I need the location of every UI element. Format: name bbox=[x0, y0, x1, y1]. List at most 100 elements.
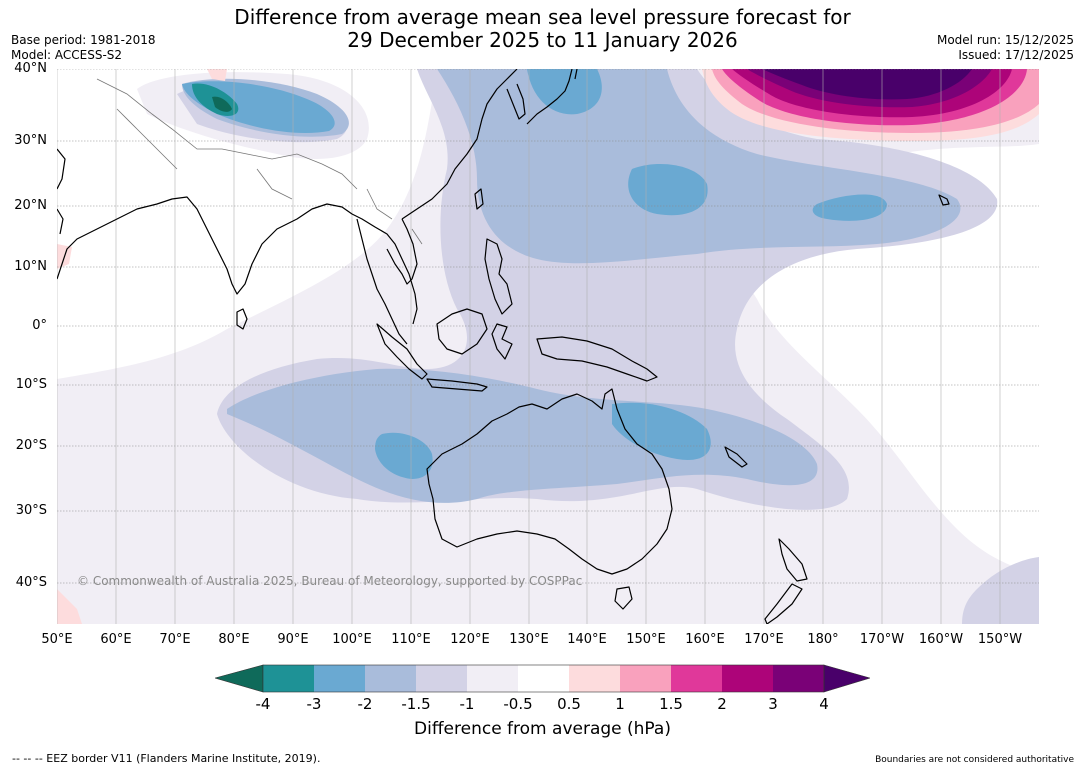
colorbar-tick-5: -0.5 bbox=[503, 695, 533, 713]
colorbar bbox=[215, 664, 870, 693]
coast-arabia bbox=[57, 148, 66, 235]
lon-label-150e: 150°E bbox=[626, 632, 666, 647]
anomaly-region-lavender-ne bbox=[962, 557, 1039, 624]
lat-label-20s: 20°S bbox=[15, 438, 47, 453]
coast-sumatra bbox=[376, 323, 428, 380]
coast-sri-lanka bbox=[236, 308, 248, 330]
colorbar-tick-0: -4 bbox=[255, 695, 271, 713]
eez-border-note: -- -- -- EEZ border V11 (Flanders Marine… bbox=[12, 752, 321, 765]
copyright-notice: © Commonwealth of Australia 2025, Bureau… bbox=[77, 574, 583, 588]
map-svg bbox=[57, 69, 1039, 624]
lat-label-10n: 10°N bbox=[14, 259, 47, 274]
coast-indochina bbox=[356, 218, 418, 345]
lon-label-90e: 90°E bbox=[277, 632, 309, 647]
colorbar-tick-8: 1.5 bbox=[659, 695, 683, 713]
lon-label-70e: 70°E bbox=[159, 632, 191, 647]
title-line-2: 29 December 2025 to 11 January 2026 bbox=[347, 28, 738, 52]
coast-new-zealand-north bbox=[778, 538, 808, 582]
base-period: Base period: 1981-2018 bbox=[11, 33, 156, 47]
coast-new-caledonia bbox=[724, 446, 748, 468]
lon-label-50e: 50°E bbox=[41, 632, 73, 647]
colorbar-outline bbox=[262, 664, 825, 693]
colorbar-tick-6: 0.5 bbox=[557, 695, 581, 713]
coast-sulawesi bbox=[491, 323, 513, 360]
lat-label-40s: 40°S bbox=[15, 575, 47, 590]
lat-label-30s: 30°S bbox=[15, 503, 47, 518]
colorbar-tick-10: 3 bbox=[768, 695, 778, 713]
lon-label-160e: 160°E bbox=[685, 632, 725, 647]
colorbar-tick-3: -1.5 bbox=[401, 695, 431, 713]
colorbar-title: Difference from average (hPa) bbox=[414, 719, 671, 739]
issued-date: Issued: 17/12/2025 bbox=[958, 48, 1074, 62]
colorbar-tick-2: -2 bbox=[357, 695, 373, 713]
coast-australia bbox=[426, 388, 673, 575]
anomaly-region-deep-blue-central bbox=[628, 164, 708, 216]
colorbar-bin-minus3-minus2 bbox=[314, 665, 365, 692]
anomaly-region-blue-south bbox=[227, 368, 818, 503]
coast-borneo bbox=[436, 308, 488, 355]
coast-new-guinea bbox=[536, 336, 658, 382]
border-lines bbox=[96, 78, 423, 245]
coast-new-zealand-south bbox=[764, 583, 803, 624]
colorbar-bin-minus1-minus0.5 bbox=[467, 665, 518, 692]
lon-label-140e: 140°E bbox=[567, 632, 607, 647]
coast-china bbox=[401, 69, 518, 220]
lon-label-170e: 170°E bbox=[744, 632, 784, 647]
anomaly-region-deep-blue-coral bbox=[612, 402, 711, 460]
colorbar-bin-0.5-1 bbox=[569, 665, 620, 692]
anomaly-region-deep-purple bbox=[762, 69, 972, 100]
coast-japan bbox=[526, 69, 578, 125]
coast-java bbox=[426, 378, 488, 392]
colorbar-bin-1-1.5 bbox=[620, 665, 671, 692]
lat-label-10s: 10°S bbox=[15, 377, 47, 392]
colorbar-bin-minus1.5-minus1 bbox=[416, 665, 467, 692]
lon-label-150w: 150°W bbox=[977, 632, 1023, 647]
anomaly-region-deep-blue-east bbox=[812, 194, 887, 221]
lon-label-160w: 160°W bbox=[918, 632, 964, 647]
map-panel bbox=[57, 69, 1039, 624]
lon-label-80e: 80°E bbox=[218, 632, 250, 647]
lat-label-equator: 0° bbox=[32, 318, 47, 333]
map-title: Difference from average mean sea level p… bbox=[0, 6, 1085, 52]
colorbar-tick-4: -1 bbox=[459, 695, 475, 713]
colorbar-tick-1: -3 bbox=[306, 695, 322, 713]
anomaly-region-deep-blue-indian bbox=[375, 432, 433, 479]
colorbar-bin-minus4-minus3 bbox=[263, 665, 314, 692]
lat-label-40n: 40°N bbox=[14, 61, 47, 76]
coast-south-asia bbox=[57, 196, 418, 325]
borders bbox=[96, 78, 423, 245]
model-name: Model: ACCESS-S2 bbox=[11, 48, 123, 62]
colorbar-bin-neutral bbox=[518, 665, 569, 692]
colorbar-bin-3-4 bbox=[773, 665, 824, 692]
lon-label-170w: 170°W bbox=[859, 632, 905, 647]
colorbar-bin-1.5-2 bbox=[671, 665, 722, 692]
colorbar-extend-low bbox=[215, 664, 264, 693]
coastlines bbox=[57, 69, 950, 624]
coast-hawaii bbox=[938, 194, 950, 206]
colorbar-bin-minus2-minus1.5 bbox=[365, 665, 416, 692]
lon-label-110e: 110°E bbox=[391, 632, 431, 647]
boundaries-disclaimer: Boundaries are not considered authoritat… bbox=[875, 755, 1074, 765]
lon-label-180: 180° bbox=[807, 632, 839, 647]
colorbar-tick-11: 4 bbox=[819, 695, 829, 713]
coast-korea bbox=[506, 83, 526, 120]
colorbar-bin-2-3 bbox=[722, 665, 773, 692]
anomaly-region-pink-patch-south bbox=[57, 589, 82, 624]
lon-label-60e: 60°E bbox=[100, 632, 132, 647]
title-line-1: Difference from average mean sea level p… bbox=[234, 5, 851, 29]
lon-label-100e: 100°E bbox=[332, 632, 372, 647]
colorbar-tick-7: 1 bbox=[615, 695, 625, 713]
colorbar-tick-9: 2 bbox=[717, 695, 727, 713]
anomaly-region-dark-teal bbox=[212, 96, 232, 112]
coast-tasmania bbox=[614, 586, 633, 610]
lon-label-120e: 120°E bbox=[450, 632, 490, 647]
graticule-meridians bbox=[57, 69, 1001, 624]
coast-philippines bbox=[484, 238, 513, 315]
lat-label-20n: 20°N bbox=[14, 198, 47, 213]
lat-label-30n: 30°N bbox=[14, 133, 47, 148]
coast-taiwan bbox=[474, 188, 484, 210]
colorbar-extend-high bbox=[823, 664, 870, 693]
lon-label-130e: 130°E bbox=[509, 632, 549, 647]
anomaly-region-pink-patch-north bbox=[207, 69, 227, 81]
model-run: Model run: 15/12/2025 bbox=[936, 33, 1074, 47]
